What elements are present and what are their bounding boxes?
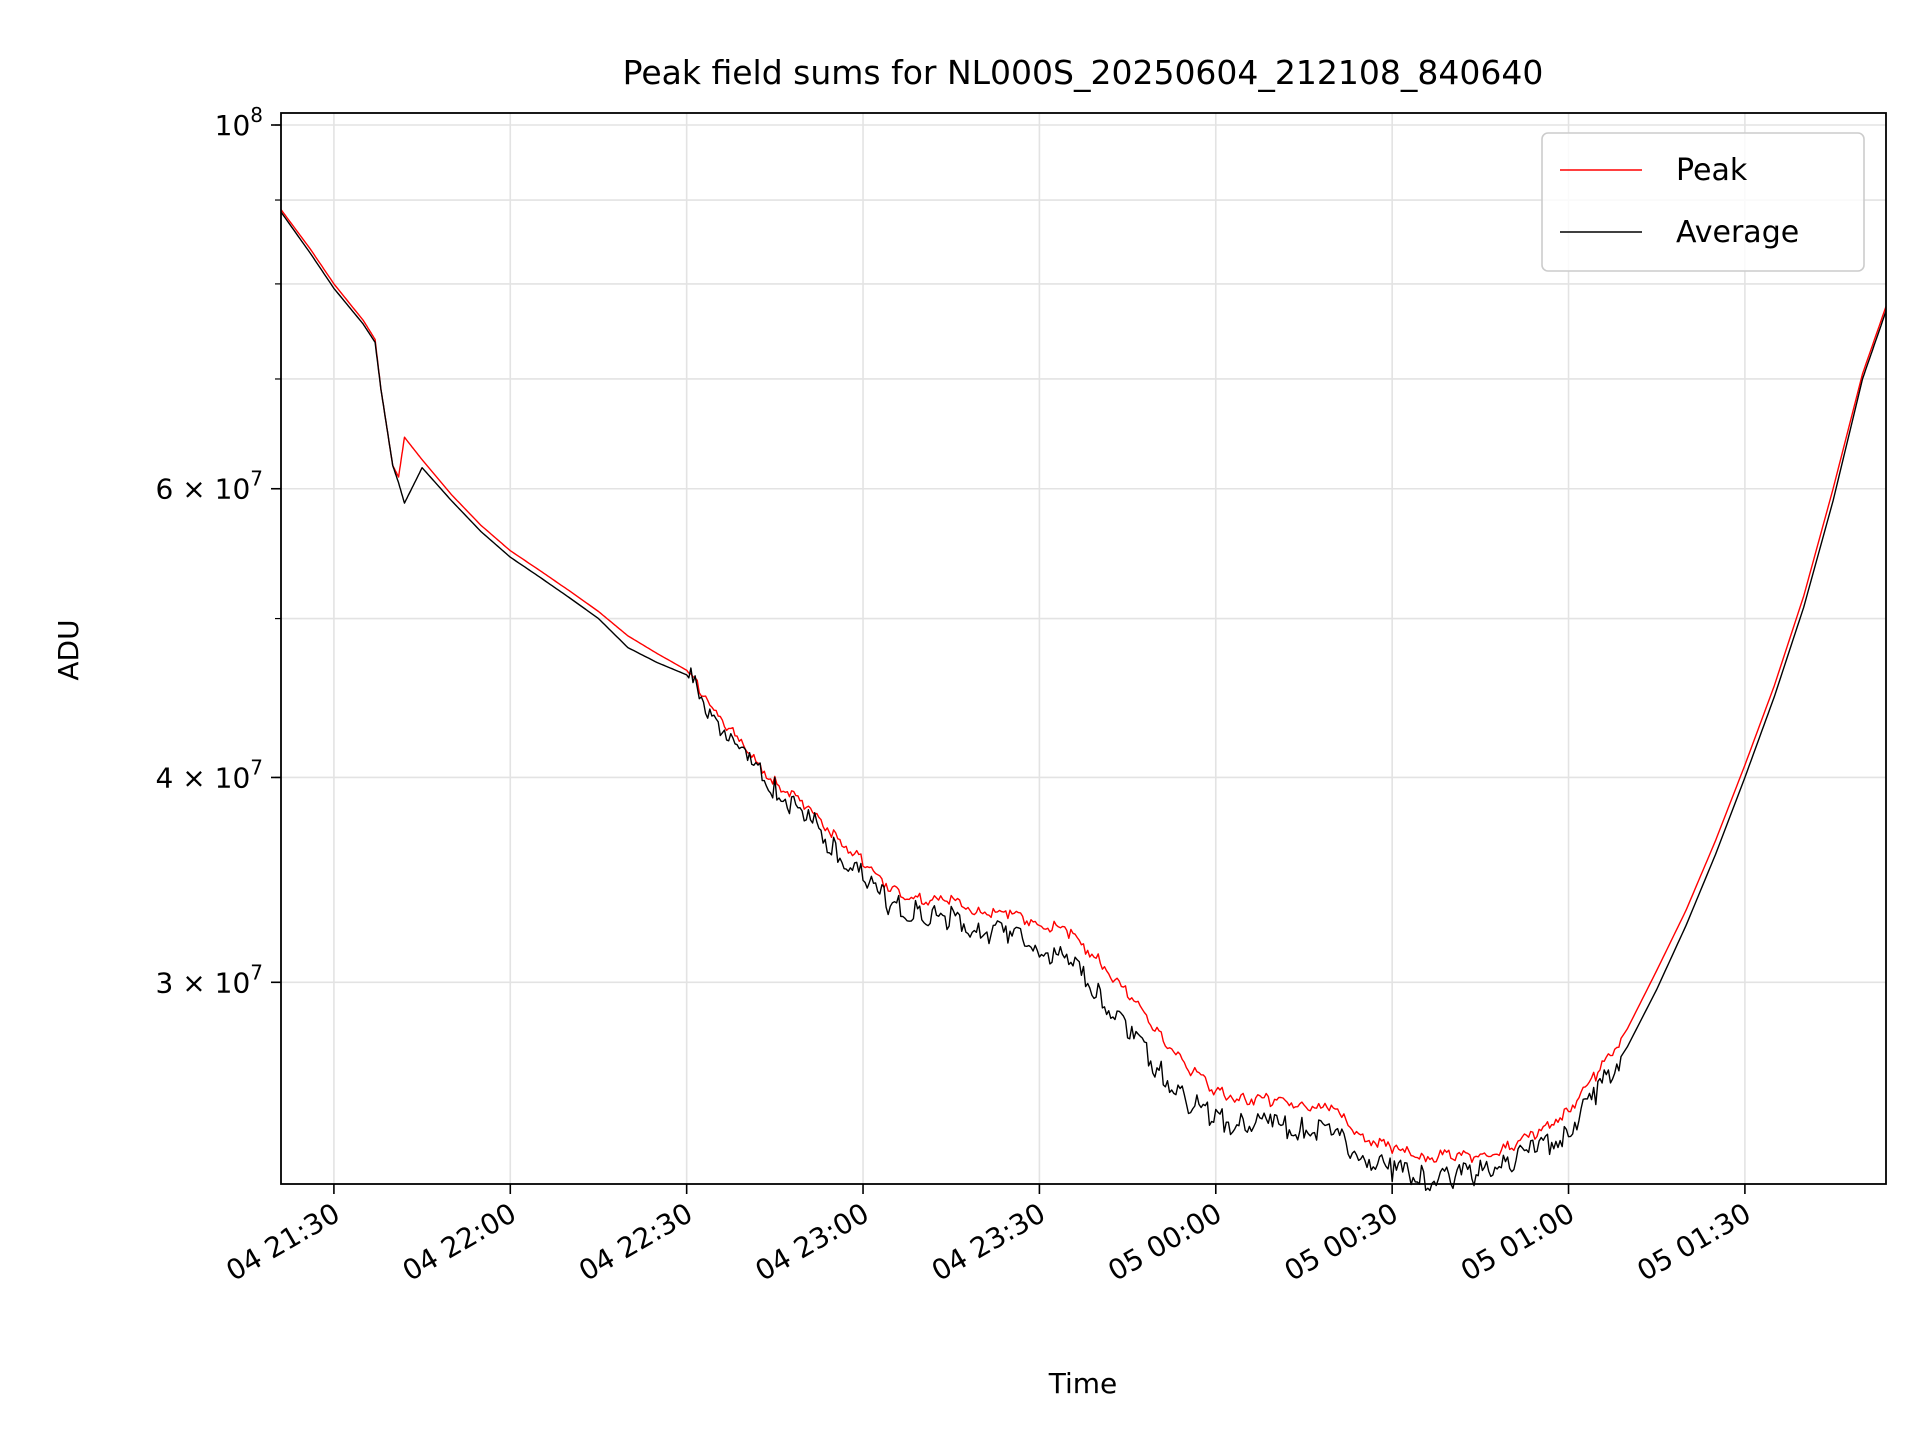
y-tick-label: 4 × 107: [156, 755, 263, 794]
y-axis: 108 6 × 107 4 × 107 3 × 107: [156, 103, 281, 999]
legend-label: Peak: [1676, 153, 1748, 188]
y-axis-label: ADU: [52, 619, 85, 680]
chart-title: Peak field sums for NL000S_20250604_2121…: [623, 53, 1544, 92]
x-axis-label: Time: [1048, 1367, 1118, 1400]
legend-label: Average: [1676, 215, 1799, 250]
plot-frame: [280, 112, 1887, 1185]
legend-box: [1541, 132, 1865, 272]
y-tick-label: 6 × 107: [156, 467, 263, 506]
series-line-average: [280, 211, 1887, 1192]
y-tick-label: 108: [215, 103, 263, 142]
legend: Peak Average: [1541, 132, 1865, 272]
y-tick-label: 3 × 107: [156, 960, 263, 999]
series-line-peak: [280, 209, 1887, 1164]
series-group: [280, 209, 1887, 1192]
